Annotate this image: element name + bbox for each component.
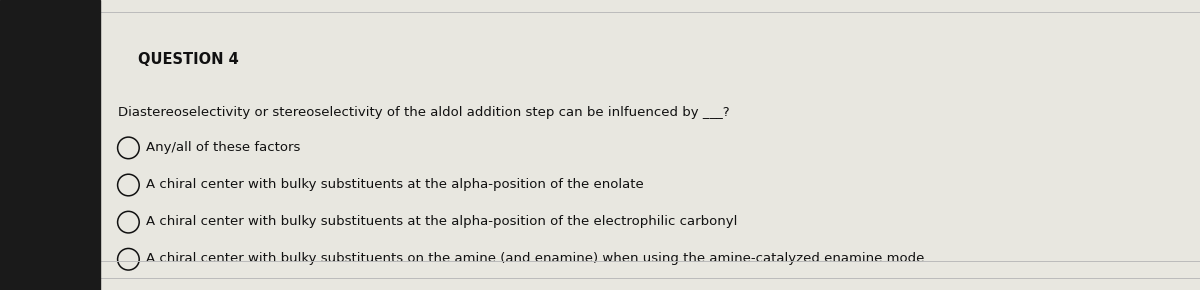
Text: A chiral center with bulky substituents on the amine (and enamine) when using th: A chiral center with bulky substituents … <box>146 252 925 265</box>
Text: A chiral center with bulky substituents at the alpha-position of the electrophil: A chiral center with bulky substituents … <box>146 215 738 228</box>
Text: Diastereoselectivity or stereoselectivity of the aldol addition step can be inlf: Diastereoselectivity or stereoselectivit… <box>118 106 730 119</box>
Text: A chiral center with bulky substituents at the alpha-position of the enolate: A chiral center with bulky substituents … <box>146 178 644 191</box>
Text: QUESTION 4: QUESTION 4 <box>138 52 239 67</box>
Text: Any/all of these factors: Any/all of these factors <box>146 141 301 154</box>
